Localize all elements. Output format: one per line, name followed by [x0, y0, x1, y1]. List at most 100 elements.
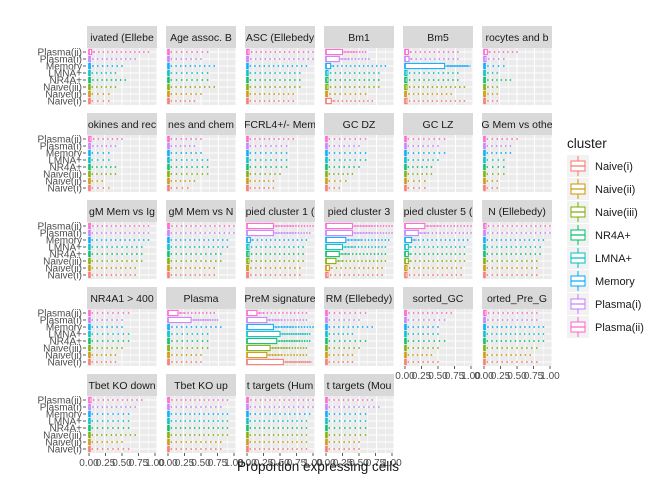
outlier-point: [407, 173, 410, 175]
x-tick-label: 0.00: [474, 371, 494, 382]
outlier-point: [106, 138, 109, 140]
outlier-point: [353, 347, 355, 349]
outlier-point: [175, 253, 178, 255]
outlier-point: [175, 246, 177, 248]
facet-strip: [403, 200, 473, 222]
outlier-point: [254, 152, 257, 154]
outlier-point: [491, 246, 493, 248]
legend-item: Plasma(ii): [567, 316, 644, 338]
outlier-point: [305, 65, 308, 67]
outlier-point: [190, 312, 193, 314]
outlier-point: [427, 79, 430, 81]
outlier-point: [260, 260, 262, 262]
outlier-point: [212, 434, 215, 436]
outlier-point: [496, 180, 499, 182]
outlier-point: [328, 427, 331, 429]
outlier-point: [359, 159, 362, 161]
facet-panel: GC LZ: [402, 113, 474, 192]
outlier-point: [528, 326, 531, 328]
outlier-point: [377, 72, 380, 74]
outlier-point: [258, 180, 261, 182]
outlier-point: [380, 260, 383, 262]
outlier-point: [521, 274, 523, 276]
facet-title: Tbet KO down: [88, 380, 155, 392]
outlier-point: [334, 274, 337, 276]
outlier-point: [412, 138, 415, 140]
outlier-point: [189, 246, 191, 248]
outlier-point: [171, 340, 173, 342]
outlier-point: [432, 246, 435, 248]
outlier-point: [487, 72, 489, 74]
outlier-point: [170, 441, 173, 443]
outlier-point: [185, 406, 188, 408]
outlier-point: [260, 51, 262, 53]
outlier-point: [101, 406, 104, 408]
outlier-point: [349, 312, 351, 314]
outlier-point: [422, 159, 425, 161]
outlier-point: [96, 319, 99, 321]
outlier-point: [509, 79, 512, 81]
outlier-point: [506, 225, 509, 227]
outlier-point: [180, 138, 183, 140]
outlier-point: [491, 93, 494, 95]
outlier-point: [109, 354, 112, 356]
outlier-point: [445, 86, 448, 88]
outlier-point: [289, 413, 291, 415]
outlier-point: [421, 173, 424, 175]
outlier-point: [348, 166, 350, 168]
outlier-point: [170, 187, 173, 189]
x-tick-label: 0.25: [254, 458, 274, 469]
outlier-point: [228, 232, 231, 234]
outlier-point: [533, 333, 535, 335]
outlier-point: [191, 166, 193, 168]
outlier-point: [338, 441, 341, 443]
outlier-point: [249, 434, 252, 436]
outlier-point: [413, 267, 416, 269]
outlier-point: [338, 152, 341, 154]
outlier-point: [223, 232, 226, 234]
outlier-point: [194, 274, 197, 276]
outlier-point: [258, 100, 261, 102]
outlier-point: [294, 347, 297, 349]
outlier-point: [119, 79, 122, 81]
outlier-point: [105, 267, 108, 269]
outlier-point: [427, 267, 430, 269]
outlier-point: [376, 260, 379, 262]
outlier-point: [491, 361, 494, 363]
outlier-point: [121, 347, 123, 349]
outlier-point: [359, 253, 361, 255]
outlier-point: [354, 434, 357, 436]
outlier-point: [293, 79, 296, 81]
outlier-point: [344, 180, 347, 182]
outlier-point: [189, 399, 192, 401]
outlier-point: [537, 239, 540, 241]
outlier-point: [263, 93, 266, 95]
outlier-point: [428, 138, 430, 140]
outlier-point: [526, 361, 528, 363]
outlier-point: [533, 340, 535, 342]
outlier-point: [282, 427, 284, 429]
outlier-point: [116, 347, 118, 349]
y-tick-label: Memory: [46, 323, 82, 334]
outlier-point: [407, 138, 410, 140]
outlier-point: [509, 333, 512, 335]
outlier-point: [120, 434, 122, 436]
outlier-point: [255, 260, 258, 262]
facet-panel: GC DZ: [323, 113, 395, 192]
outlier-point: [280, 152, 283, 154]
outlier-point: [199, 232, 202, 234]
outlier-point: [101, 246, 104, 248]
outlier-point: [170, 51, 173, 53]
outlier-point: [521, 312, 524, 314]
outlier-point: [418, 180, 421, 182]
outlier-point: [233, 232, 235, 234]
outlier-point: [496, 246, 498, 248]
outlier-point: [491, 340, 493, 342]
outlier-point: [433, 340, 436, 342]
outlier-point: [333, 448, 336, 450]
outlier-point: [491, 347, 494, 349]
outlier-point: [105, 239, 108, 241]
outlier-point: [542, 340, 545, 342]
outlier-point: [254, 58, 257, 60]
outlier-point: [96, 58, 99, 60]
